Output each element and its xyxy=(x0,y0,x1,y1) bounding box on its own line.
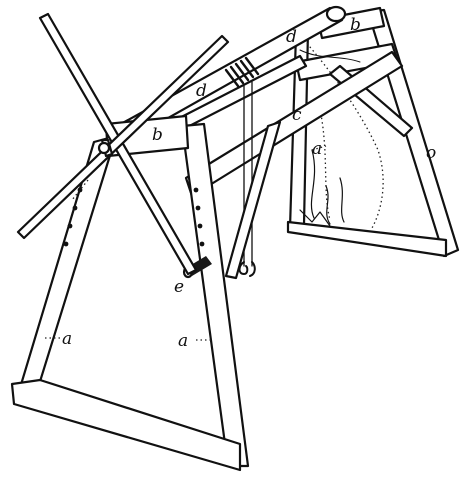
label-c: c xyxy=(292,105,302,125)
hook-right xyxy=(249,261,256,277)
front-frame-left-leg xyxy=(18,134,118,390)
back-frame-bottom-rail xyxy=(286,220,448,258)
hanging-strands xyxy=(299,49,361,227)
reel-cross-arms xyxy=(16,12,230,276)
peg-holes-right-leg xyxy=(193,187,205,247)
label-d-right: d xyxy=(286,27,297,47)
front-a-frame xyxy=(10,114,250,472)
reel-arm-cross xyxy=(16,34,230,240)
middle-cross-rail xyxy=(158,50,404,198)
label-a-right: a xyxy=(312,139,322,159)
label-e: e xyxy=(174,277,184,297)
label-d-left: d xyxy=(196,81,207,101)
back-frame-hidden-outline xyxy=(303,39,384,229)
label-a-center: a xyxy=(178,331,188,351)
back-a-frame xyxy=(286,6,460,258)
label-b-right: b xyxy=(350,15,361,35)
label-a-left: a xyxy=(62,329,72,349)
front-frame-bottom-rail xyxy=(10,378,242,472)
label-b-left: b xyxy=(152,125,163,145)
middle-diagonal-brace xyxy=(224,120,282,280)
back-frame-hidden-line-2 xyxy=(317,99,331,221)
reel-hub xyxy=(97,141,111,155)
label-o: o xyxy=(426,143,436,163)
thread-coil xyxy=(224,56,260,88)
roller-beam-end-cap xyxy=(325,5,347,23)
